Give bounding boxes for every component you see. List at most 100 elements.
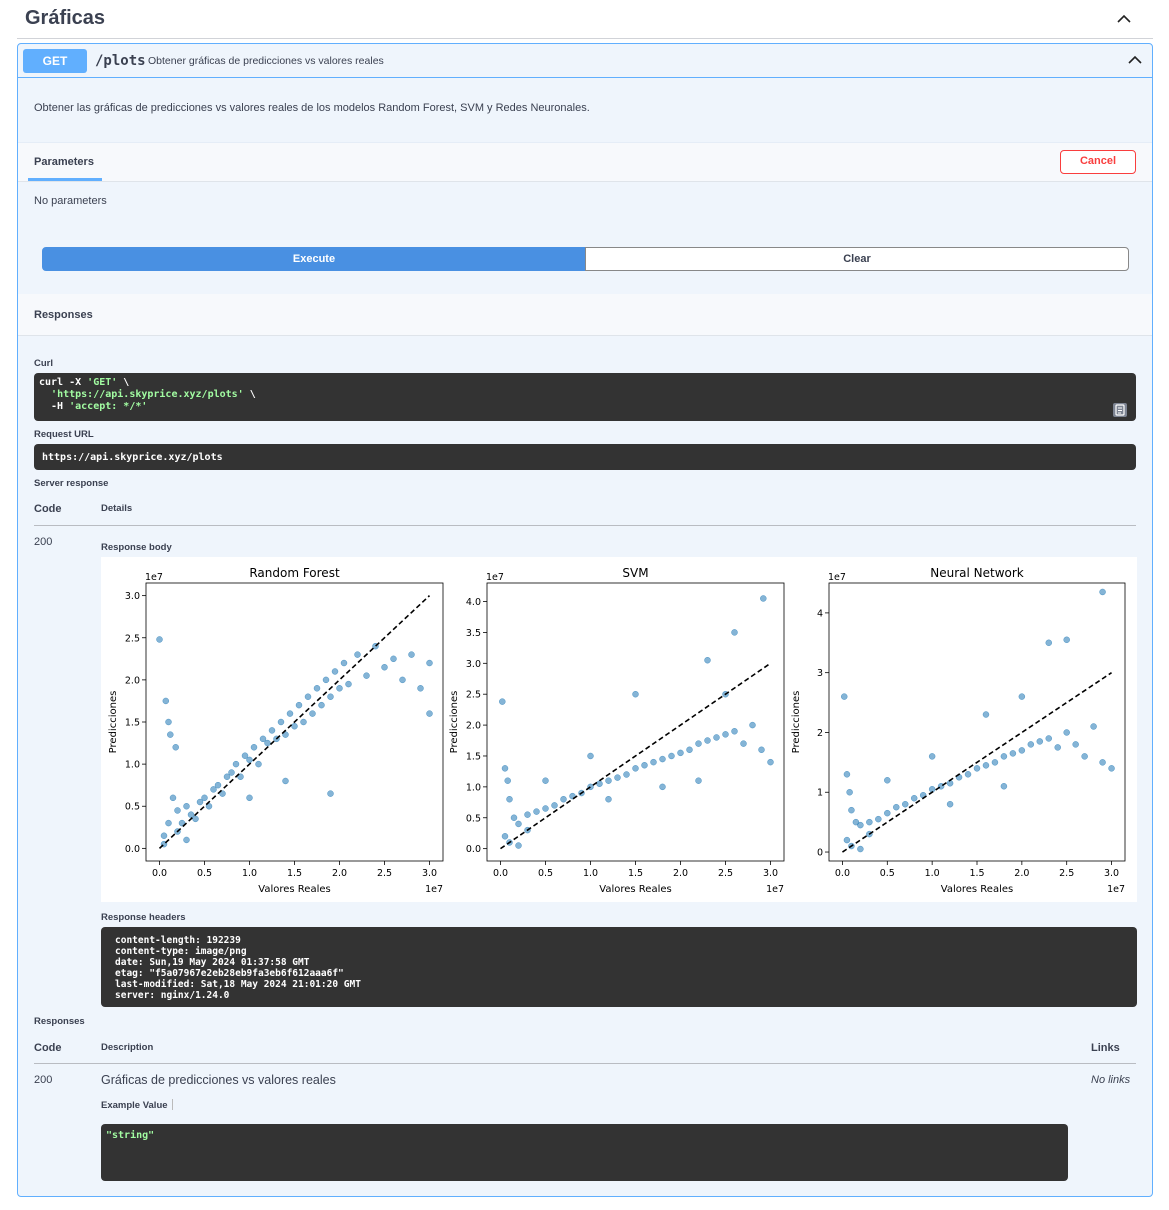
curl-code-block[interactable]: curl -X 'GET' \ 'https://api.skyprice.xy… — [34, 373, 1136, 421]
description-column-header: Description — [101, 1042, 154, 1053]
data-point — [250, 744, 258, 751]
data-point — [650, 758, 657, 766]
data-point — [313, 685, 321, 692]
y-tick-label: 3.0 — [125, 591, 140, 602]
data-point — [843, 771, 851, 778]
data-point — [210, 786, 217, 793]
data-point — [169, 794, 177, 802]
x-tick-label: 1.0 — [242, 868, 257, 879]
header-line: date: Sun,19 May 2024 01:37:58 GMT — [115, 957, 310, 968]
data-point — [704, 737, 711, 744]
y-tick-label: 3 — [817, 668, 823, 679]
data-point — [172, 744, 179, 751]
plot-area — [828, 582, 1126, 862]
section-title: Gráficas — [25, 7, 106, 29]
data-point — [1009, 750, 1017, 757]
data-point — [322, 676, 330, 684]
operation-summary[interactable]: GET /plots Obtener gráficas de prediccio… — [18, 44, 1152, 78]
data-point — [1099, 759, 1106, 766]
data-point — [174, 807, 181, 814]
data-point — [426, 710, 433, 717]
data-point — [946, 800, 954, 808]
x-tick-label: 0.0 — [152, 868, 167, 879]
data-point — [501, 833, 509, 840]
x-tick-label: 0.5 — [880, 868, 895, 879]
x-tick-label: 1.0 — [925, 868, 940, 879]
x-tick-label: 1.5 — [628, 868, 643, 879]
reference-line — [158, 595, 431, 849]
parameters-header — [18, 142, 1152, 182]
example-value-text: "string" — [106, 1130, 155, 1141]
data-point — [165, 718, 172, 726]
y-tick-label: 3.0 — [466, 659, 481, 670]
data-point — [767, 758, 774, 766]
data-point — [1045, 639, 1053, 647]
response-body-label: Response body — [101, 542, 172, 553]
method-badge: GET — [23, 49, 87, 73]
curl-text: \ — [243, 389, 256, 400]
data-point — [1054, 744, 1061, 751]
reference-line — [500, 662, 771, 850]
chevron-up-icon[interactable] — [1116, 11, 1132, 27]
plot-area — [486, 582, 785, 862]
data-point — [318, 701, 325, 709]
example-value-tab[interactable]: Example Value — [101, 1100, 168, 1111]
data-point — [524, 811, 531, 818]
section-header[interactable]: Gráficas — [17, 0, 1153, 39]
data-point — [1045, 735, 1053, 742]
divider — [34, 525, 1136, 526]
data-point — [1099, 588, 1106, 596]
data-point — [1018, 693, 1026, 700]
data-point — [893, 803, 900, 811]
x-tick-label: 0.0 — [493, 868, 508, 879]
divider — [34, 1063, 1136, 1064]
curl-text: curl -X — [39, 377, 88, 388]
response-code: 200 — [34, 536, 53, 548]
code-column-header: Code — [34, 503, 62, 515]
x-tick-label: 2.5 — [1059, 868, 1074, 879]
data-point — [749, 721, 756, 729]
operation-path: /plots — [95, 53, 146, 69]
data-point — [695, 740, 702, 747]
request-url-value[interactable]: https://api.skyprice.xyz/plots — [34, 444, 1136, 470]
data-point — [390, 655, 397, 663]
x-tick-label: 2.0 — [673, 868, 688, 879]
data-point — [677, 749, 684, 757]
data-point — [268, 727, 276, 734]
y-tick-label: 1.5 — [466, 751, 481, 762]
data-point — [183, 802, 190, 810]
cancel-button[interactable]: Cancel — [1060, 150, 1136, 174]
data-point — [295, 701, 303, 709]
execute-button[interactable]: Execute — [42, 247, 586, 271]
curl-url-string: 'https://api.skyprice.xyz/plots' — [51, 389, 244, 400]
tab-parameters[interactable]: Parameters — [34, 156, 94, 168]
y-axis-label: Predicciones — [791, 691, 802, 754]
curl-text: \ — [117, 377, 130, 388]
data-point — [928, 753, 936, 760]
y-tick-label: 4 — [817, 608, 823, 619]
copy-to-clipboard-icon[interactable] — [1112, 402, 1128, 418]
y-tick-label: 1.0 — [125, 760, 140, 771]
clear-button[interactable]: Clear — [585, 247, 1129, 271]
data-point — [196, 798, 204, 806]
data-point — [1000, 753, 1008, 760]
data-point — [605, 777, 612, 784]
y-tick-label: 3.5 — [466, 628, 481, 639]
data-point — [964, 771, 972, 778]
data-point — [843, 836, 851, 844]
curl-header-string: 'accept: */*' — [69, 401, 148, 412]
chevron-up-icon[interactable] — [1127, 52, 1143, 68]
chart-title: Random Forest — [249, 566, 340, 580]
example-value-block[interactable]: "string" — [101, 1124, 1068, 1181]
response-headers-block[interactable]: content-length: 192239 content-type: imag… — [101, 927, 1137, 1007]
x-tick-label: 2.5 — [718, 868, 733, 879]
data-point — [1036, 738, 1044, 745]
reference-line — [842, 672, 1112, 853]
data-point — [264, 739, 271, 747]
data-point — [686, 746, 693, 754]
data-point — [408, 651, 415, 658]
data-point — [659, 755, 666, 763]
data-point — [1090, 723, 1097, 730]
x-tick-label: 3.0 — [1104, 868, 1119, 879]
x-axis-label: Valores Reales — [599, 884, 671, 895]
